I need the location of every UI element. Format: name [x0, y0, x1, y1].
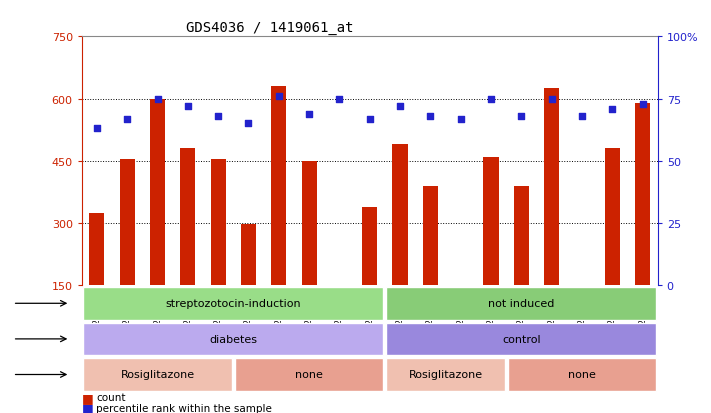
Bar — [241, 225, 256, 286]
FancyBboxPatch shape — [83, 287, 383, 320]
Text: diabetes: diabetes — [209, 334, 257, 344]
FancyBboxPatch shape — [386, 323, 656, 356]
Bar — [635, 104, 650, 286]
Text: ■: ■ — [82, 391, 94, 404]
Text: none: none — [568, 370, 596, 380]
Bar — [604, 149, 620, 286]
Bar — [483, 157, 498, 286]
Point — [606, 106, 618, 113]
Text: Rosiglitazone: Rosiglitazone — [408, 370, 483, 380]
Point — [91, 126, 102, 133]
Text: Rosiglitazone: Rosiglitazone — [120, 370, 195, 380]
Text: none: none — [295, 370, 323, 380]
FancyBboxPatch shape — [83, 323, 383, 356]
Point — [213, 114, 224, 120]
Point — [273, 93, 284, 100]
Text: ■: ■ — [82, 401, 94, 413]
Bar — [513, 186, 529, 286]
Point — [182, 104, 193, 110]
Text: percentile rank within the sample: percentile rank within the sample — [96, 403, 272, 413]
FancyBboxPatch shape — [235, 358, 383, 391]
Bar — [119, 159, 135, 286]
Point — [424, 114, 436, 120]
Point — [576, 114, 587, 120]
FancyBboxPatch shape — [508, 358, 656, 391]
Bar — [150, 99, 165, 286]
Text: GDS4036 / 1419061_at: GDS4036 / 1419061_at — [186, 21, 354, 35]
Bar — [90, 213, 105, 286]
Bar — [181, 149, 196, 286]
Bar — [301, 161, 316, 286]
Bar — [362, 207, 378, 286]
Point — [486, 96, 497, 102]
Bar — [392, 145, 407, 286]
FancyBboxPatch shape — [386, 287, 656, 320]
Point — [152, 96, 164, 102]
Point — [364, 116, 375, 123]
Point — [242, 121, 254, 128]
Point — [637, 101, 648, 108]
Bar — [210, 159, 226, 286]
Bar — [544, 89, 559, 286]
Point — [546, 96, 557, 102]
Point — [304, 111, 315, 118]
Point — [515, 114, 527, 120]
Point — [333, 96, 345, 102]
Text: not induced: not induced — [488, 299, 555, 309]
FancyBboxPatch shape — [386, 358, 505, 391]
FancyBboxPatch shape — [83, 358, 232, 391]
Text: control: control — [502, 334, 540, 344]
Point — [455, 116, 466, 123]
Text: count: count — [96, 392, 125, 402]
Point — [122, 116, 133, 123]
Bar — [271, 87, 287, 286]
Bar — [423, 186, 438, 286]
Point — [395, 104, 406, 110]
Text: streptozotocin-induction: streptozotocin-induction — [166, 299, 301, 309]
